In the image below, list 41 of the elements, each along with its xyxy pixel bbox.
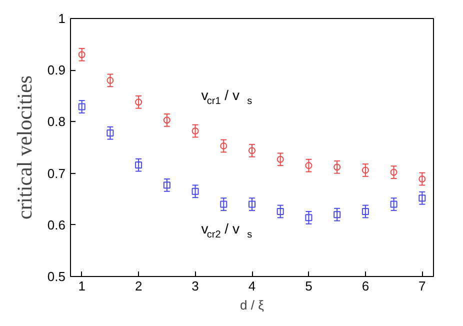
x-tick-label: 1 [78, 278, 86, 294]
point [362, 208, 369, 215]
point [305, 162, 312, 170]
point [106, 130, 114, 137]
x-tick-label: 7 [418, 278, 426, 294]
y-tick-label: 0.6 [47, 217, 66, 232]
point [390, 200, 398, 208]
x-tick-label: 5 [305, 278, 312, 294]
x-tick-label: 4 [248, 278, 256, 294]
point [106, 76, 114, 84]
point [390, 168, 398, 176]
point [220, 142, 228, 150]
point [135, 162, 142, 169]
y-tick-label: 0.7 [47, 166, 66, 181]
y-tick-label: 0.5 [47, 269, 66, 284]
point [418, 194, 426, 202]
y-tick-label: 0.9 [47, 62, 66, 78]
point [305, 214, 312, 222]
y-tick-label: 1 [58, 11, 66, 26]
point [192, 127, 199, 134]
point [248, 147, 256, 154]
point [418, 175, 426, 182]
point [248, 200, 256, 208]
x-tick-label: 2 [134, 278, 142, 294]
point [276, 208, 284, 215]
point [78, 51, 86, 58]
point [334, 164, 341, 171]
x-axis-title: d / ξ [240, 298, 264, 312]
y-axis-title: critical velocities [12, 75, 36, 220]
x-tick-label: 6 [362, 278, 370, 294]
x-tick-label: 3 [192, 278, 199, 294]
point [362, 166, 369, 174]
point [276, 156, 284, 163]
point [334, 211, 341, 218]
point [220, 200, 228, 208]
point [192, 188, 199, 195]
point [163, 116, 170, 124]
point [135, 98, 142, 106]
y-tick-label: 0.8 [47, 114, 66, 130]
point [78, 103, 86, 110]
point [163, 182, 170, 189]
